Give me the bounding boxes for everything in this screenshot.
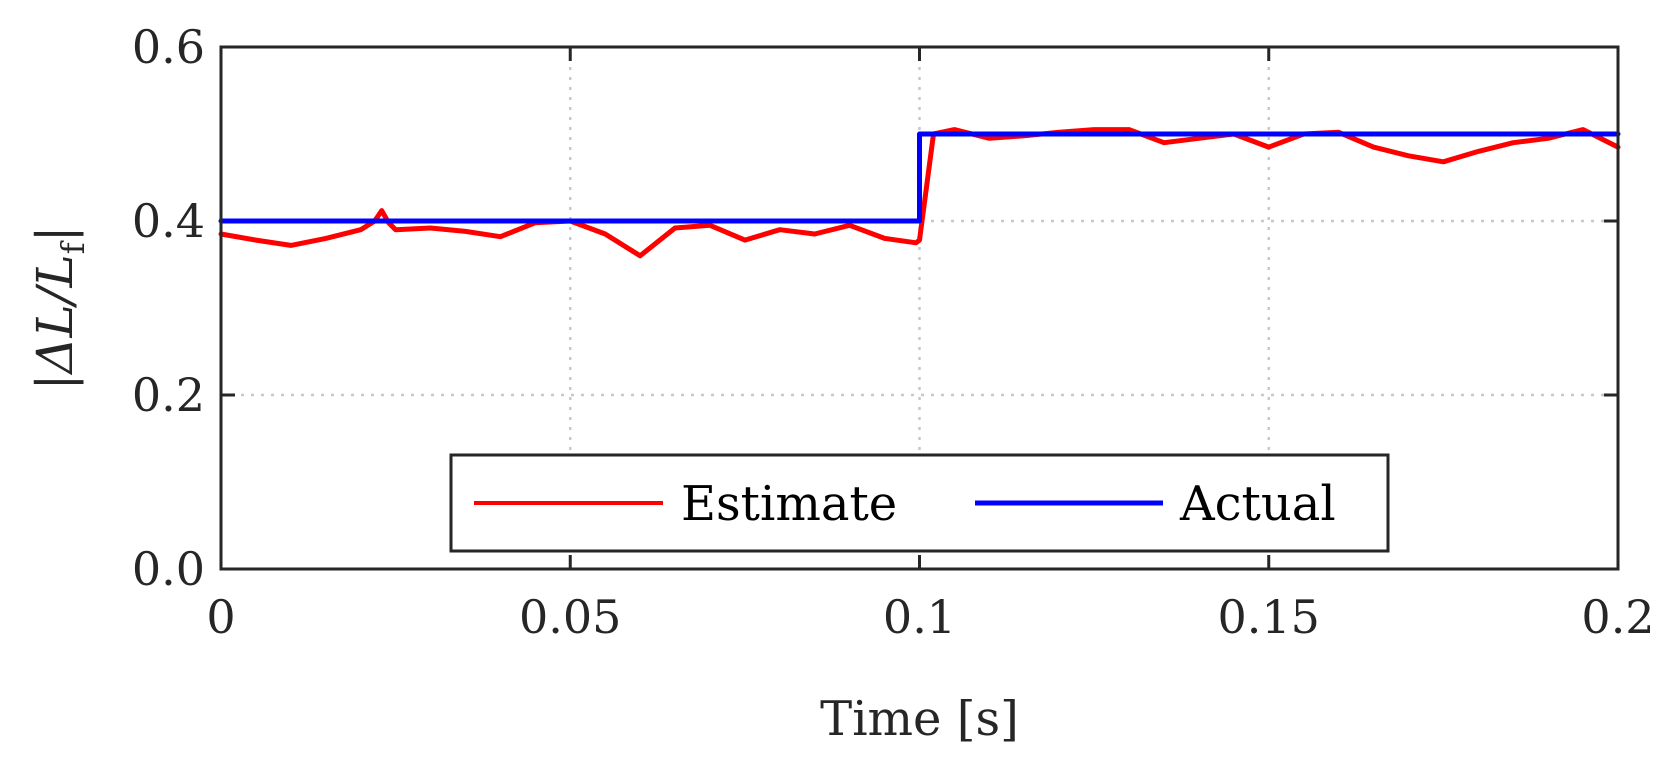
y-axis-label: |ΔL/Lf|	[26, 226, 92, 391]
y-axis-label-main: |ΔL/L	[26, 254, 84, 390]
x-tick-label: 0.1	[883, 590, 956, 644]
legend-label-actual: Actual	[1179, 476, 1336, 532]
y-tick-label: 0.4	[132, 194, 205, 248]
legend-label-estimate: Estimate	[681, 476, 897, 532]
x-tick-label: 0	[206, 590, 235, 644]
x-axis-label: Time [s]	[820, 691, 1019, 747]
x-tick-label: 0.2	[1581, 590, 1654, 644]
legend: Estimate Actual	[449, 453, 1390, 553]
tick-label-layer: 0 0.05 0.1 0.15 0.2 0.0 0.2 0.4 0.6	[132, 20, 1655, 644]
series-line-estimate	[218, 127, 1621, 259]
x-tick-label: 0.15	[1218, 590, 1320, 644]
series-line-actual	[218, 131, 1621, 224]
series-layer	[218, 127, 1621, 259]
y-axis-label-close: |	[26, 226, 84, 243]
y-axis-label-subscript: f	[54, 240, 92, 254]
y-tick-label: 0.6	[132, 20, 205, 74]
y-tick-label: 0.0	[132, 542, 205, 596]
plot-frame	[219, 45, 1620, 571]
y-tick-label: 0.2	[132, 368, 205, 422]
x-tick-label: 0.05	[519, 590, 621, 644]
